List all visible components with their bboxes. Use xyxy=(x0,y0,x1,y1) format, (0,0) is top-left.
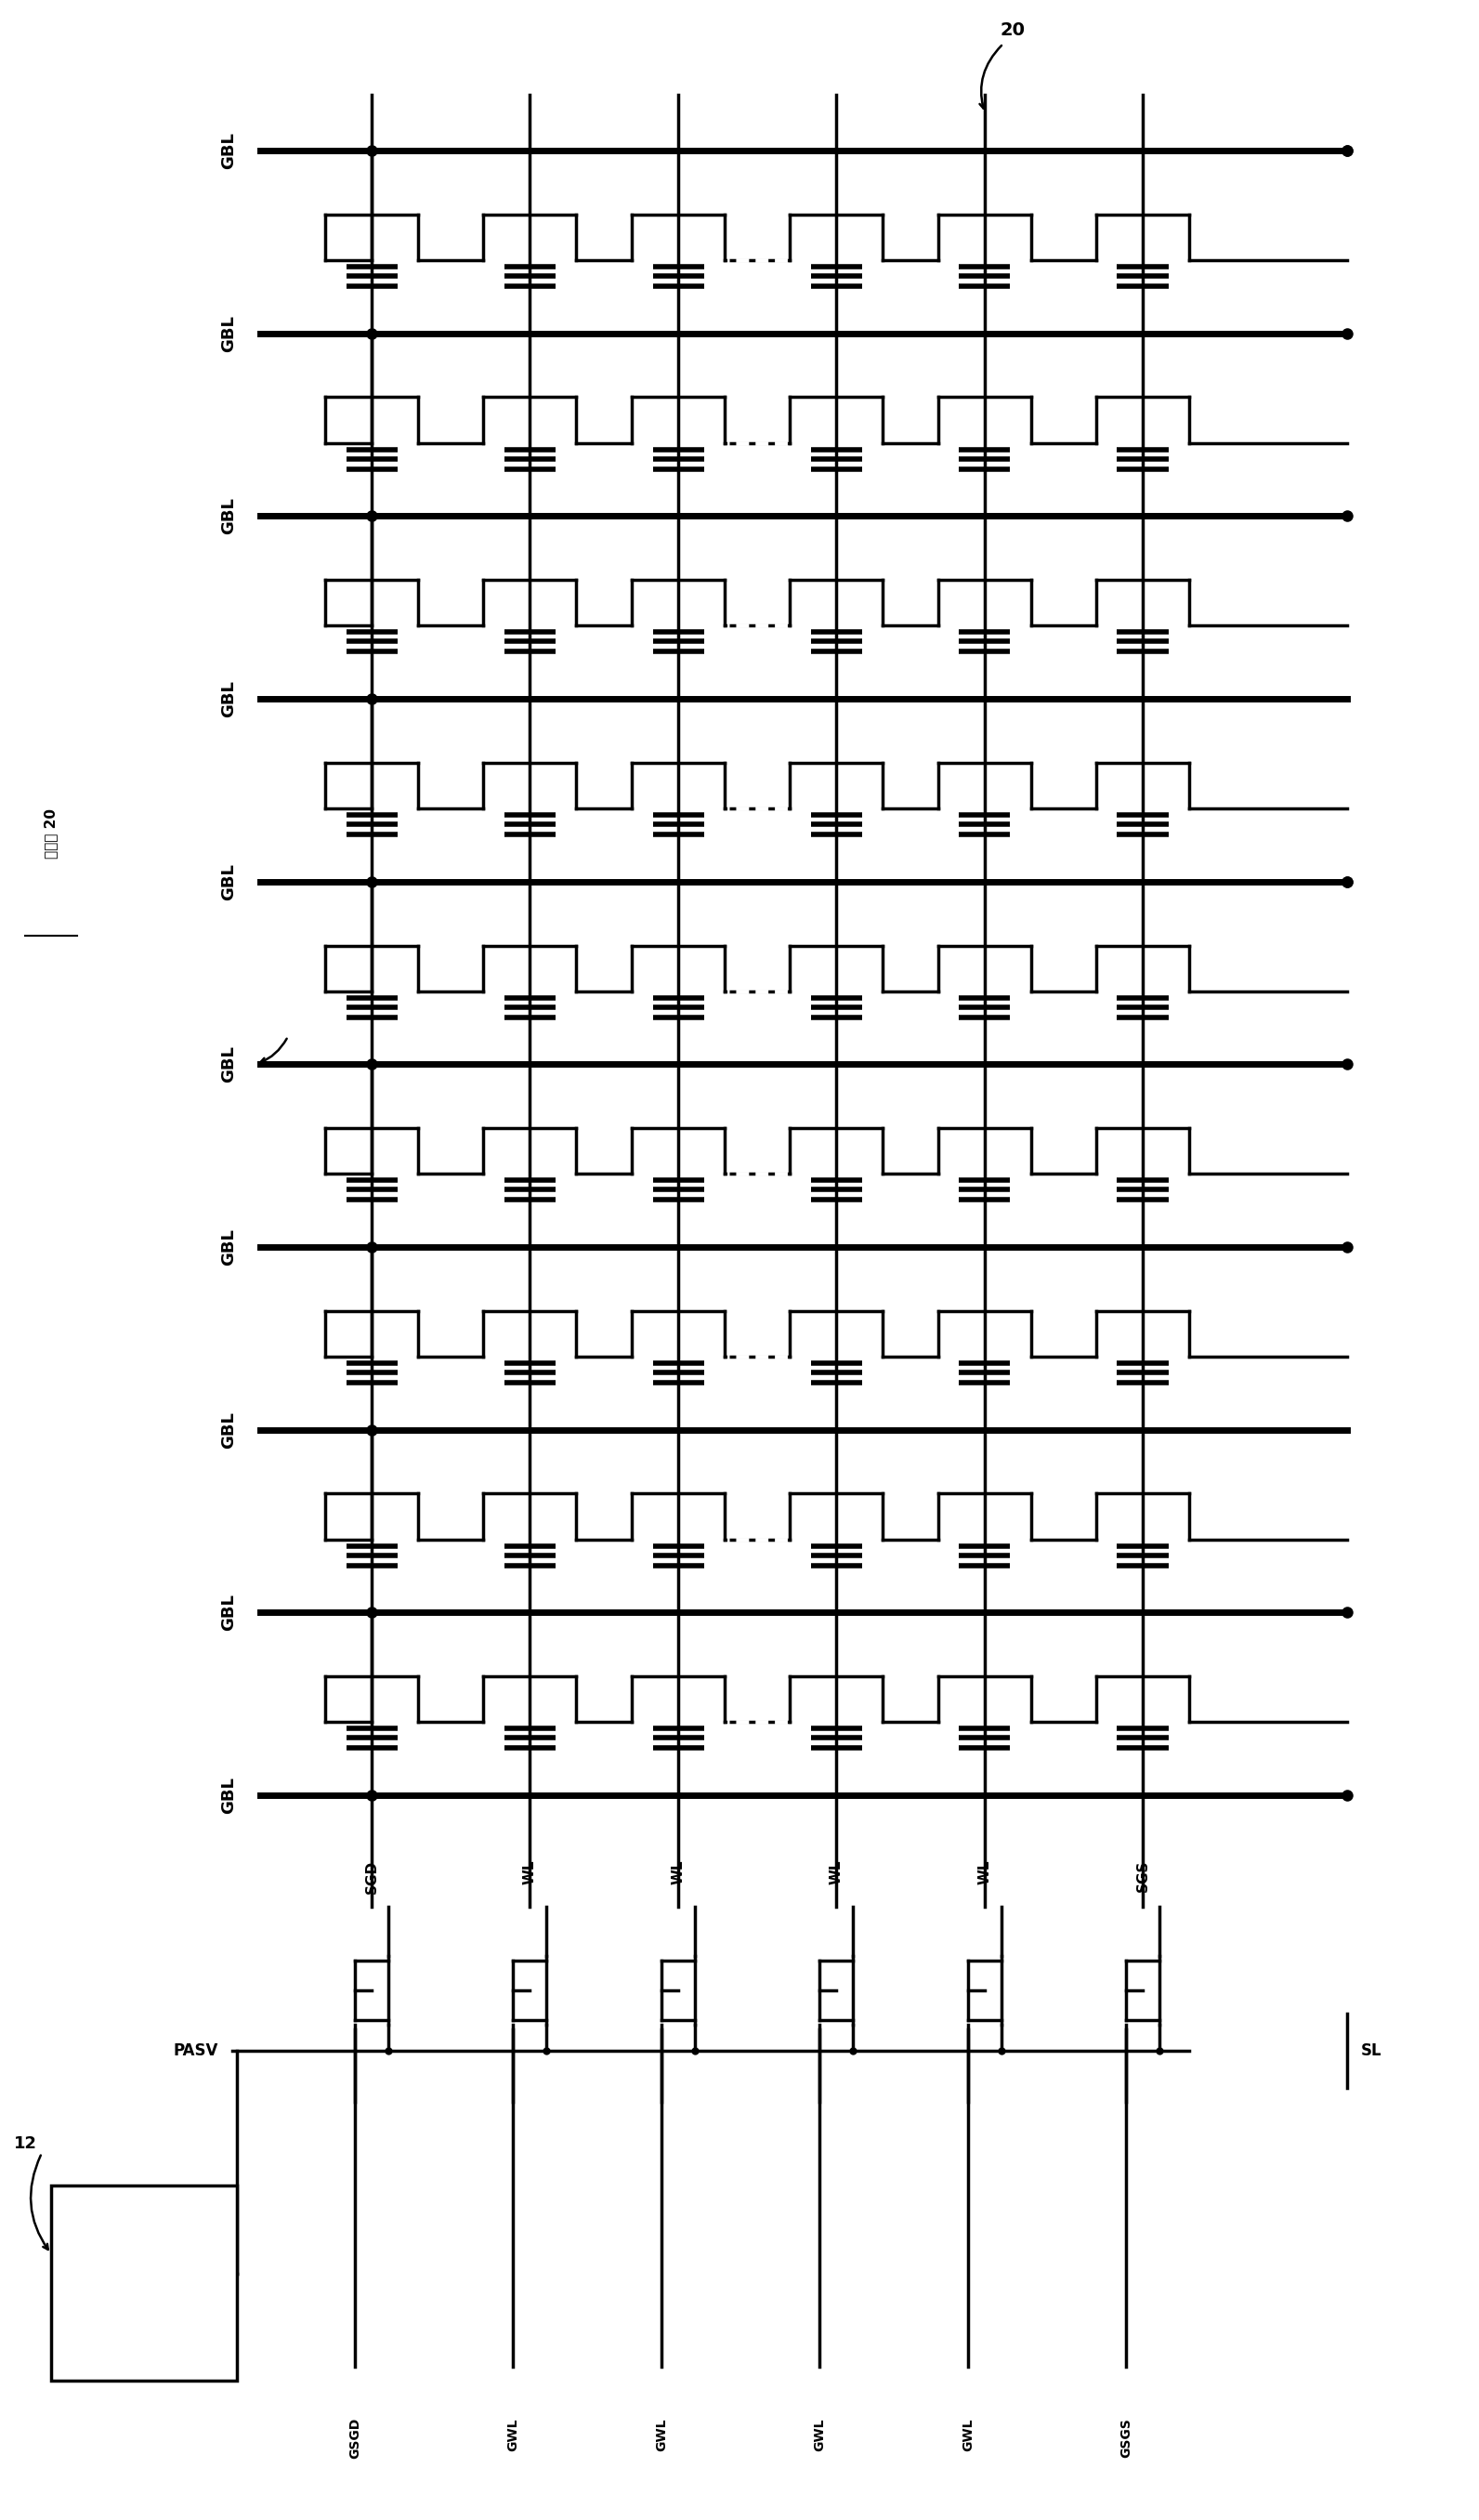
Text: WL: WL xyxy=(671,1860,685,1885)
Text: PASV: PASV xyxy=(173,2041,219,2059)
Text: GBL: GBL xyxy=(220,680,237,718)
Text: 金属线 20: 金属线 20 xyxy=(44,809,58,859)
Text: GBL: GBL xyxy=(220,1411,237,1449)
Text: SGS: SGS xyxy=(1136,1860,1149,1893)
Text: GBL: GBL xyxy=(220,1227,237,1265)
Text: WL: WL xyxy=(522,1860,537,1885)
Bar xyxy=(52,2185,237,2381)
Text: SL: SL xyxy=(1361,2041,1381,2059)
Text: GSGD: GSGD xyxy=(349,2417,361,2460)
Text: WL: WL xyxy=(830,1860,843,1885)
Text: GBL: GBL xyxy=(220,496,237,534)
Text: 20: 20 xyxy=(1000,20,1025,38)
Text: GBL: GBL xyxy=(220,862,237,900)
Text: GWL: GWL xyxy=(961,2417,975,2452)
Text: GBL: GBL xyxy=(220,131,237,169)
Text: SGD: SGD xyxy=(365,1860,379,1895)
Text: GBL: GBL xyxy=(220,315,237,353)
Text: GWL: GWL xyxy=(506,2417,519,2452)
Text: 12: 12 xyxy=(13,2134,37,2152)
Text: WL: WL xyxy=(978,1860,992,1885)
Text: GWL: GWL xyxy=(655,2417,669,2452)
Text: 列解码器: 列解码器 xyxy=(127,2276,161,2291)
Text: GBL: GBL xyxy=(220,1777,237,1814)
Text: GSGS: GSGS xyxy=(1120,2417,1133,2457)
Text: GBL: GBL xyxy=(220,1595,237,1630)
Text: GBL: GBL xyxy=(220,1046,237,1084)
Text: GWL: GWL xyxy=(813,2417,825,2452)
